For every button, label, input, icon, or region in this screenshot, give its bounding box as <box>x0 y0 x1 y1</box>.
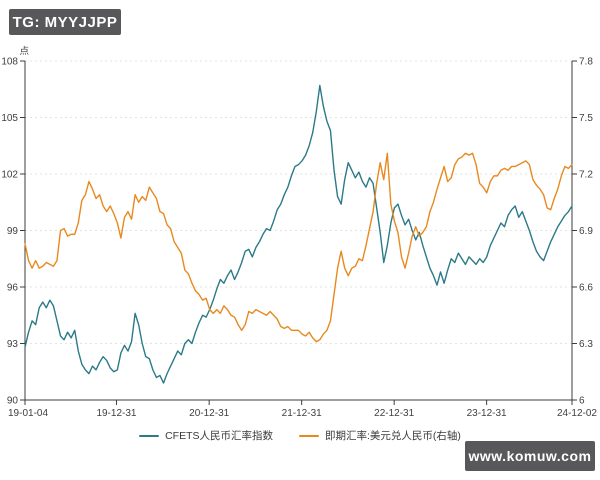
chart-legend: CFETS人民币汇率指数 即期汇率:美元兑人民币(右轴) <box>0 428 600 443</box>
legend-label-spot-rate: 即期汇率:美元兑人民币(右轴) <box>325 430 461 442</box>
x-axis-tick-label: 23-12-31 <box>467 408 507 419</box>
left-axis-tick-label: 93 <box>7 339 19 350</box>
website-watermark-badge: www.komuw.com <box>465 441 595 471</box>
x-axis-tick-label: 21-12-31 <box>282 408 322 419</box>
series-line-cfets-index <box>24 84 573 384</box>
x-axis-tick-label: 24-12-02 <box>557 408 597 419</box>
website-watermark-text: www.komuw.com <box>468 448 592 464</box>
cfets-line-swatch-icon <box>139 434 160 437</box>
right-axis-tick-label: 6.9 <box>579 226 593 237</box>
legend-item-cfets-index[interactable]: CFETS人民币汇率指数 <box>139 428 273 443</box>
right-axis-tick-label: 7.5 <box>579 113 593 124</box>
right-axis-tick-label: 6 <box>579 396 585 407</box>
x-axis-tick-label: 19-12-31 <box>96 408 136 419</box>
left-axis-tick-label: 108 <box>1 57 18 68</box>
spot-rate-line-swatch-icon <box>299 434 319 437</box>
source-tag-badge: TG: MYYJJPP <box>9 9 121 35</box>
left-axis-unit-label: 点 <box>19 46 29 57</box>
right-axis-tick-label: 7.2 <box>579 170 593 181</box>
legend-item-spot-rate[interactable]: 即期汇率:美元兑人民币(右轴) <box>299 428 461 443</box>
x-axis-tick-label: 22-12-31 <box>374 408 414 419</box>
legend-label-cfets: CFETS人民币汇率指数 <box>165 430 273 442</box>
right-axis-tick-label: 6.6 <box>579 283 593 294</box>
x-axis-tick-label: 19-01-04 <box>8 408 48 419</box>
right-axis-tick-label: 6.3 <box>579 339 593 350</box>
series-line-spot-rate <box>24 152 573 343</box>
right-axis-tick-label: 7.8 <box>579 57 593 68</box>
left-axis-tick-label: 90 <box>7 396 19 407</box>
x-axis-tick-label: 20-12-31 <box>189 408 229 419</box>
left-axis-tick-label: 105 <box>1 113 18 124</box>
left-axis-tick-label: 99 <box>7 226 19 237</box>
left-axis-tick-label: 102 <box>1 170 18 181</box>
left-axis-tick-label: 96 <box>7 283 19 294</box>
source-tag-text: TG: MYYJJPP <box>12 13 118 31</box>
